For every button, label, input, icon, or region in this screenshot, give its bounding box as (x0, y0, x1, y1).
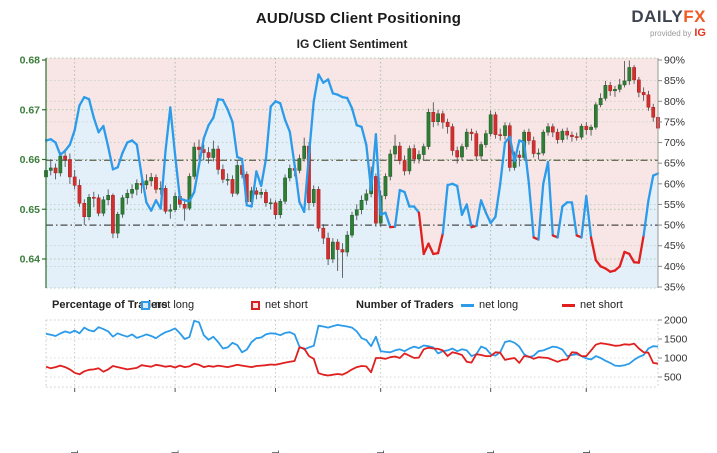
legend-num-net-short: net short (562, 299, 623, 311)
net-short-line-icon (562, 303, 575, 307)
svg-text:0.68: 0.68 (20, 55, 41, 67)
fill-below-sentiment (46, 74, 658, 289)
svg-text:1000: 1000 (664, 353, 688, 365)
legend-num-net-long: net long (461, 299, 518, 311)
legend-num-net-short-label: net short (580, 299, 623, 311)
svg-text:70%: 70% (664, 137, 685, 149)
legend-pct-net-long: net long (141, 299, 194, 311)
svg-text:85%: 85% (664, 75, 685, 87)
svg-text:40%: 40% (664, 261, 685, 273)
page-title: AUD/USD Client Positioning (255, 10, 462, 27)
svg-text:60%: 60% (664, 178, 685, 190)
net-long-line-icon (461, 303, 474, 307)
svg-text:1500: 1500 (664, 334, 688, 346)
svg-text:0.66: 0.66 (20, 154, 41, 166)
svg-text:2024-Mar-01: 2024-Mar-01 (171, 450, 182, 453)
net-long-box-icon (141, 300, 150, 310)
legend-pct-net-short: net short (251, 299, 308, 311)
provided-by-text: provided by (650, 29, 692, 38)
svg-text:2024-Jun-01: 2024-Jun-01 (486, 450, 497, 453)
svg-text:45%: 45% (664, 240, 685, 252)
svg-text:50%: 50% (664, 220, 685, 232)
chart-legend: Percentage of Traders net long net short… (0, 299, 717, 315)
dailyfx-brand: DAILYFX (631, 8, 706, 25)
logo-fx-text: FX (683, 7, 706, 26)
svg-text:80%: 80% (664, 96, 685, 108)
svg-text:2024-Feb-01: 2024-Feb-01 (70, 450, 81, 453)
legend-pct-net-long-label: net long (155, 299, 195, 311)
svg-text:0.64: 0.64 (20, 254, 41, 266)
svg-text:2024-Jul-01: 2024-Jul-01 (582, 450, 593, 453)
svg-text:55%: 55% (664, 199, 685, 211)
svg-text:35%: 35% (664, 282, 685, 294)
svg-text:75%: 75% (664, 116, 685, 128)
svg-text:2024-May-01: 2024-May-01 (376, 450, 387, 453)
svg-text:90%: 90% (664, 55, 685, 67)
svg-text:65%: 65% (664, 158, 685, 170)
net-short-box-icon (251, 300, 260, 310)
logo-daily-text: DAILY (631, 7, 684, 26)
fill-above-sentiment (46, 58, 658, 272)
svg-text:0.65: 0.65 (20, 204, 41, 216)
svg-text:500: 500 (664, 372, 682, 384)
svg-text:0.67: 0.67 (20, 104, 41, 116)
provided-by: provided by IG (631, 28, 706, 39)
ig-logo: IG (694, 27, 706, 39)
svg-text:2024-Apr-01: 2024-Apr-01 (271, 450, 282, 453)
dailyfx-logo: DAILYFX provided by IG (631, 8, 706, 39)
legend-pct-net-short-label: net short (265, 299, 308, 311)
legend-num-net-long-label: net long (479, 299, 519, 311)
legend-percentage-label: Percentage of Traders (52, 299, 168, 311)
chart-subtitle: IG Client Sentiment (296, 37, 408, 51)
legend-number-label: Number of Traders (356, 299, 454, 311)
svg-text:2000: 2000 (664, 315, 688, 327)
